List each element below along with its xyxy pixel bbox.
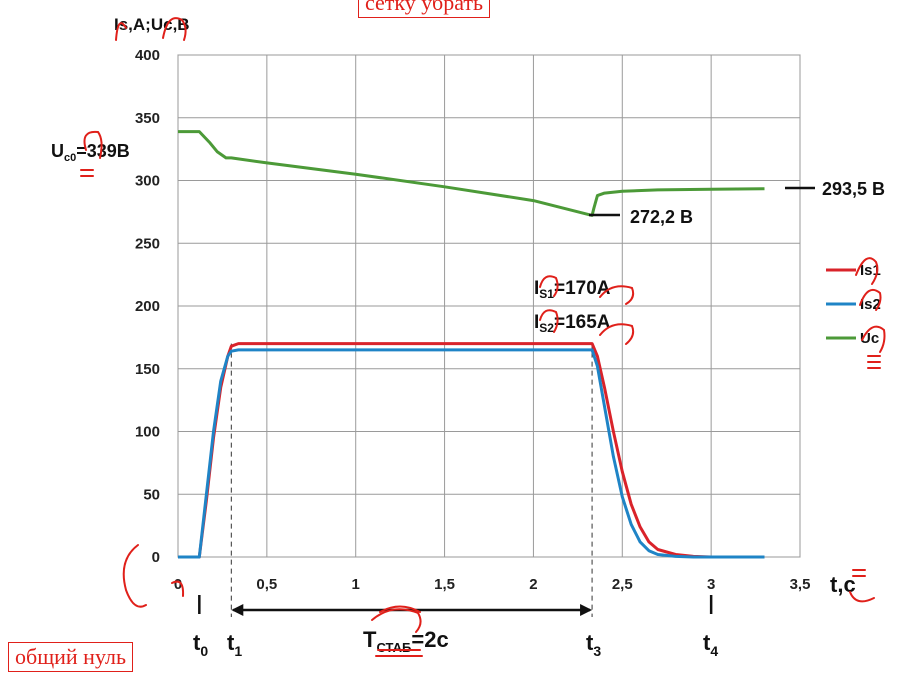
x-tick-label: 0	[174, 576, 182, 593]
y-tick-label: 400	[135, 47, 160, 64]
uc-min-annotation: 272,2 B	[589, 207, 693, 227]
is1-annotation: IS1=170A	[534, 278, 611, 301]
tstab-label: TСТАБ=2c	[363, 627, 449, 655]
legend-label-is2: Is2	[860, 296, 881, 313]
t1-label: t1	[227, 630, 242, 659]
tstab-arrow-right-head	[580, 604, 593, 616]
is2-annotation: IS2=165A	[534, 312, 611, 335]
y-tick-label: 150	[135, 361, 160, 378]
y-tick-label: 0	[152, 549, 160, 566]
y-tick-label: 300	[135, 173, 160, 190]
x-tick-label: 0,5	[256, 576, 277, 593]
series-line-is1	[178, 342, 765, 559]
note-common-zero: общий нуль	[8, 642, 133, 672]
x-tick-labels: 0 0,5 1 1,5 2 2,5 3 3,5	[174, 576, 811, 593]
series-line-is2	[178, 348, 765, 559]
y-tick-labels: 0 50 100 150 200 250 300 350 400	[135, 47, 160, 566]
x-tick-label: 2,5	[612, 576, 633, 593]
x-tick-label: 1	[352, 576, 360, 593]
svg-text:TСТАБ=2c: TСТАБ=2c	[363, 627, 449, 655]
svg-text:IS2=165A: IS2=165A	[534, 312, 611, 335]
series-lines	[178, 130, 765, 559]
y-tick-label: 100	[135, 424, 160, 441]
uc-end-annotation: 293,5 B	[785, 179, 885, 199]
note-remove-grid: сетку убрать	[358, 0, 491, 18]
y-tick-label: 350	[135, 110, 160, 127]
t4-label: t4	[703, 630, 718, 659]
svg-text:t0: t0	[193, 630, 208, 659]
handwritten-markups	[80, 17, 886, 657]
x-tick-label: 2	[529, 576, 537, 593]
x-tick-label: 3,5	[790, 576, 811, 593]
y-tick-label: 200	[135, 298, 160, 315]
svg-text:t3: t3	[586, 630, 601, 659]
t0-label: t0	[193, 630, 208, 659]
svg-text:Uc0=339B: Uc0=339B	[51, 141, 130, 164]
svg-text:272,2 B: 272,2 B	[630, 207, 693, 227]
x-tick-label: 1,5	[434, 576, 455, 593]
x-axis-label: t,c	[830, 572, 856, 597]
svg-text:IS1=170A: IS1=170A	[534, 278, 611, 301]
series-line-uc	[178, 130, 765, 217]
svg-text:293,5 B: 293,5 B	[822, 179, 885, 199]
y-tick-label: 250	[135, 235, 160, 252]
grid-lines	[177, 54, 801, 558]
x-tick-label: 3	[707, 576, 715, 593]
svg-text:t1: t1	[227, 630, 242, 659]
y-tick-label: 50	[143, 486, 160, 503]
svg-text:t4: t4	[703, 630, 718, 659]
tstab-arrow-left-head	[231, 604, 244, 616]
t3-label: t3	[586, 630, 601, 659]
uc0-annotation: Uc0=339B	[51, 141, 130, 164]
